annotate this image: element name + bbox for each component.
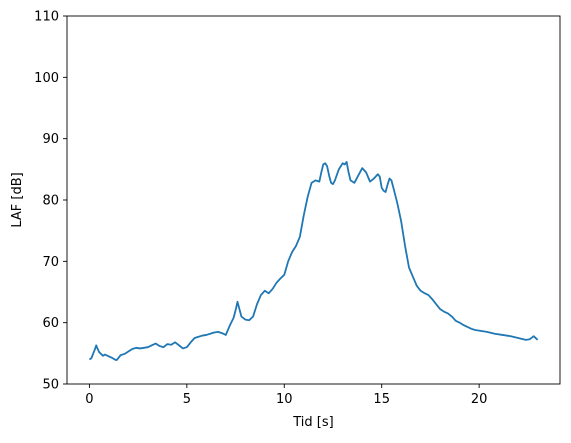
y-tick-label: 50 <box>42 378 59 393</box>
x-tick-label: 20 <box>471 392 488 407</box>
y-tick-label: 80 <box>42 194 59 209</box>
x-tick-label: 10 <box>276 392 293 407</box>
x-tick-label: 5 <box>183 392 191 407</box>
plot-layer <box>88 161 539 361</box>
x-axis-ticks: 0 5 10 15 20 <box>85 384 487 407</box>
y-tick-label: 70 <box>42 255 59 270</box>
y-axis-ticks: 50 60 70 80 90 100 110 <box>34 10 67 393</box>
y-tick-label: 110 <box>34 10 59 25</box>
x-axis-label: Tid [s] <box>292 415 333 430</box>
x-tick-label: 15 <box>373 392 390 407</box>
y-tick-label: 60 <box>42 316 59 331</box>
y-tick-label: 90 <box>42 132 59 147</box>
y-tick-label: 100 <box>34 71 59 86</box>
y-axis-label: LAF [dB] <box>10 172 25 227</box>
x-tick-label: 0 <box>85 392 93 407</box>
series-line-0 <box>88 161 539 361</box>
